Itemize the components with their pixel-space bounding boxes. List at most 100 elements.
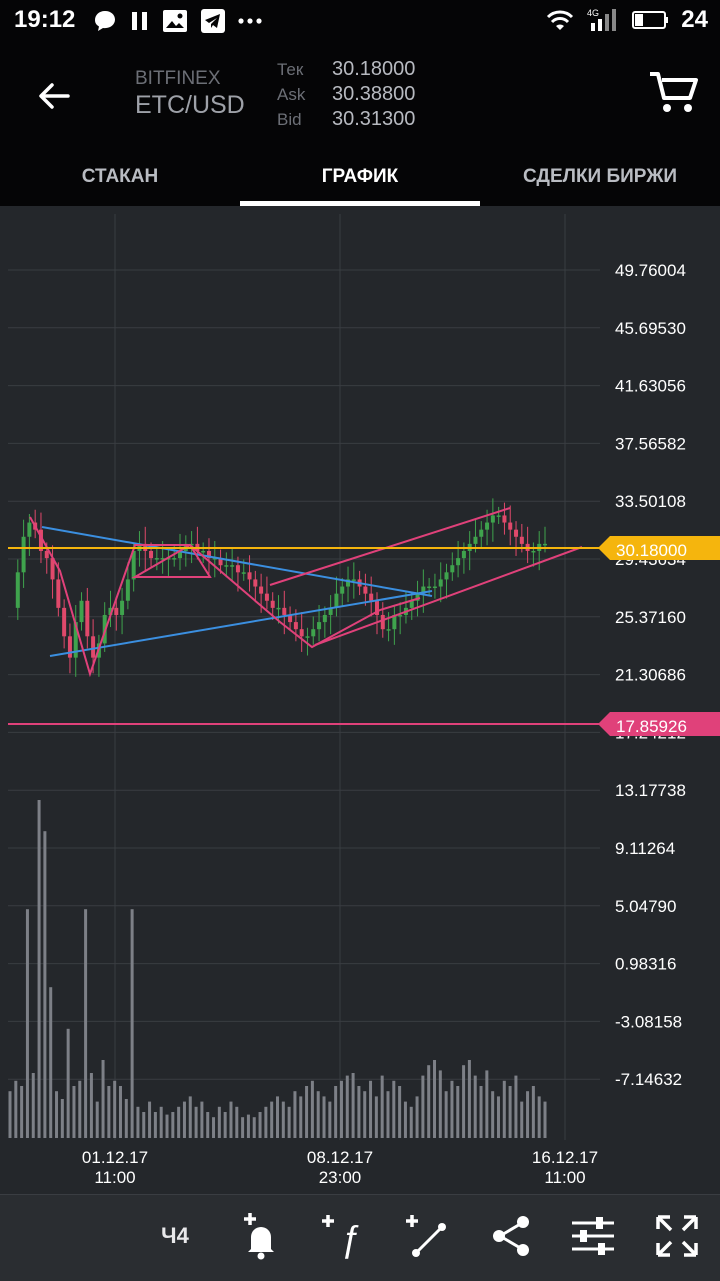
volume-bar [66, 1028, 70, 1138]
volume-bar [84, 909, 88, 1138]
tab-order-book[interactable]: СТАКАН [81, 166, 159, 187]
y-tick-label: 37.56582 [615, 434, 686, 453]
volume-bar [310, 1080, 314, 1138]
volume-bar [345, 1075, 349, 1138]
candle-body [299, 629, 304, 637]
x-tick-date: 01.12.17 [82, 1148, 148, 1167]
candle-body [253, 579, 258, 587]
volume-bar [217, 1106, 221, 1138]
candle-body [386, 629, 391, 631]
status-time: 19:12 [14, 6, 76, 33]
pair-symbol: ETC/USD [135, 91, 245, 119]
candle-body [293, 622, 298, 630]
candle-body [27, 522, 32, 537]
tab-exchange-trades[interactable]: СДЕЛКИ БИРЖИ [522, 166, 678, 187]
cart-icon[interactable] [648, 70, 700, 116]
candle-body [178, 550, 183, 559]
volume-bar [101, 1060, 105, 1138]
volume-bar [316, 1091, 320, 1138]
chart-area[interactable]: 49.76004 45.69530 41.63056 37.56582 33.50108… [0, 206, 720, 1194]
fullscreen-button[interactable] [650, 1209, 704, 1263]
volume-bar [142, 1112, 146, 1138]
status-bar: 19:12 4G 24 [0, 0, 720, 42]
back-arrow-icon[interactable] [34, 76, 74, 116]
candle-body [288, 614, 293, 623]
volume-bar [72, 1086, 76, 1138]
x-tick-date: 16.12.17 [532, 1148, 598, 1167]
volume-bar [485, 1070, 489, 1138]
candle-body [398, 614, 403, 617]
quotes-panel: Тек 30.18000 Ask 30.38800 Bid 30.31300 [277, 57, 415, 132]
volume-bar [113, 1080, 117, 1138]
candle-body [282, 607, 287, 615]
bottom-toolbar: Ч4 ƒ [0, 1194, 720, 1281]
candle-body [490, 515, 495, 523]
x-tick-time: 23:00 [319, 1168, 362, 1187]
candle-body [201, 550, 206, 553]
candle-body [85, 600, 90, 637]
volume-bar [31, 1073, 35, 1138]
volume-bar [299, 1096, 303, 1138]
volume-bar [305, 1086, 309, 1138]
volume-bar [37, 800, 41, 1138]
blue-trendline-lower [49, 590, 433, 657]
volume-bar [409, 1106, 413, 1138]
candle-body [166, 558, 171, 560]
pink-pattern-line [29, 516, 421, 678]
battery-icon [632, 11, 669, 29]
volume-bar [270, 1101, 274, 1138]
volume-bar [264, 1106, 268, 1138]
add-indicator-button[interactable]: ƒ [316, 1209, 370, 1263]
candle-body [514, 529, 519, 537]
candle-body [120, 600, 125, 615]
settings-sliders-icon [572, 1217, 614, 1255]
price-chart[interactable]: 49.76004 45.69530 41.63056 37.56582 33.50108… [0, 206, 720, 1194]
candle-body [485, 522, 490, 530]
add-alert-button[interactable] [232, 1209, 286, 1263]
volume-bar [491, 1091, 495, 1138]
volume-bar [427, 1065, 431, 1138]
volume-bar [60, 1099, 64, 1138]
volume-bar [95, 1101, 99, 1138]
candle-body [224, 565, 229, 567]
app-bar: BITFINEX ETC/USD Тек 30.18000 Ask 30.38800… [0, 42, 720, 148]
volume-bar [223, 1112, 227, 1138]
add-indicator-icon: ƒ [322, 1215, 360, 1260]
volume-bar [473, 1075, 477, 1138]
candle-body [264, 593, 269, 601]
volume-bar [43, 831, 47, 1138]
volume-bar [526, 1091, 530, 1138]
tab-chart[interactable]: ГРАФИК [240, 148, 480, 206]
quote-label: Тек [277, 59, 304, 79]
volume-bar [334, 1086, 338, 1138]
add-line-button[interactable] [400, 1209, 454, 1263]
quote-value: 30.18000 [332, 58, 416, 80]
volume-bar [496, 1096, 500, 1138]
timeframe-button[interactable]: Ч4 [161, 1223, 189, 1248]
candle-body [374, 600, 379, 615]
volume-bar [8, 1091, 12, 1138]
y-tick-label: -7.14632 [615, 1070, 682, 1089]
alert-price-label: 17.85926 [616, 717, 687, 736]
candle-body [79, 600, 84, 623]
candle-body [317, 622, 322, 630]
volume-bar [392, 1080, 396, 1138]
alert-price-tag[interactable] [598, 712, 720, 736]
share-button[interactable] [484, 1209, 538, 1263]
chart-settings-button[interactable] [566, 1209, 620, 1263]
candle-body [340, 586, 345, 594]
blue-trendline-upper [41, 526, 433, 597]
volume-bar [479, 1086, 483, 1138]
volume-bar [415, 1096, 419, 1138]
volume-bar [322, 1096, 326, 1138]
telegram-icon [201, 9, 225, 33]
volume-bar [78, 1080, 82, 1138]
volume-bar [456, 1086, 460, 1138]
volume-bar [421, 1075, 425, 1138]
candle-body [62, 607, 67, 637]
volume-bar [276, 1096, 279, 1138]
volume-bar [148, 1101, 152, 1138]
volume-bar [287, 1106, 291, 1138]
y-tick-label: -3.08158 [615, 1012, 682, 1031]
x-tick-date: 08.12.17 [307, 1148, 373, 1167]
